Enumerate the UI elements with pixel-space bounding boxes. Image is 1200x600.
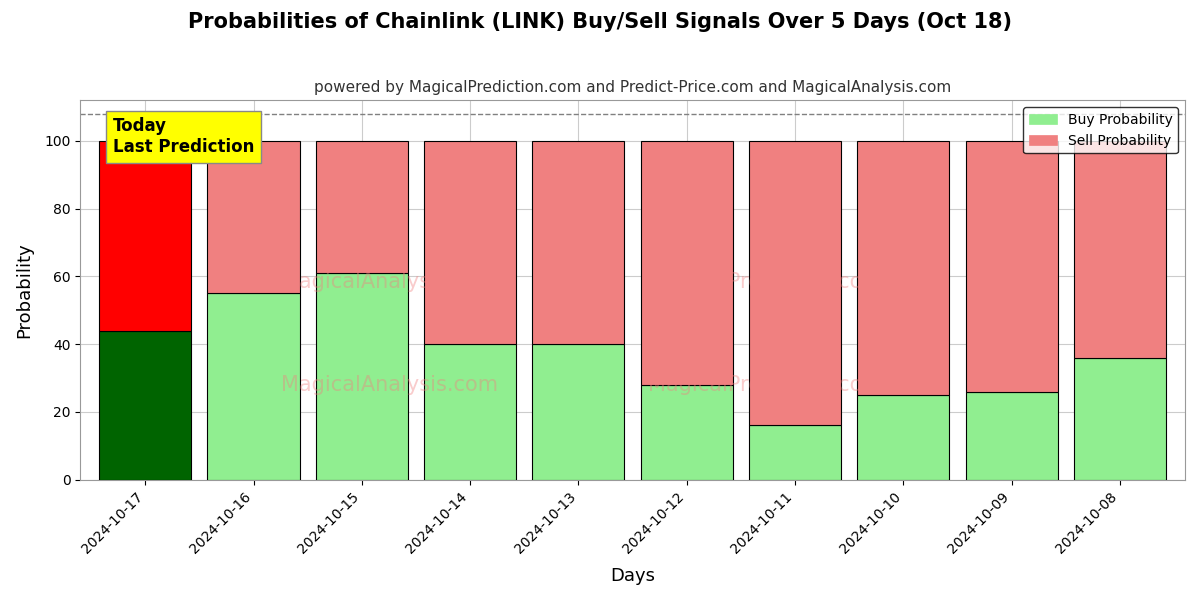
Bar [100,331,191,479]
Text: MagicalPrediction.com: MagicalPrediction.com [648,272,882,292]
Bar [533,344,624,479]
Bar [424,141,516,344]
Title: powered by MagicalPrediction.com and Predict-Price.com and MagicalAnalysis.com: powered by MagicalPrediction.com and Pre… [314,80,952,95]
Bar [424,344,516,479]
Bar [857,395,949,479]
Legend: Buy Probability, Sell Probability: Buy Probability, Sell Probability [1024,107,1178,154]
Bar [857,141,949,395]
Text: MagicalAnalysis.com: MagicalAnalysis.com [281,272,498,292]
Bar [749,141,841,425]
Bar [966,141,1057,392]
X-axis label: Days: Days [610,567,655,585]
Text: Today
Last Prediction: Today Last Prediction [113,117,254,156]
Bar [749,425,841,479]
Text: MagicalPrediction.com: MagicalPrediction.com [648,375,882,395]
Bar [641,385,733,479]
Bar [316,141,408,273]
Bar [966,392,1057,479]
Bar [1074,141,1166,358]
Bar [208,141,300,293]
Y-axis label: Probability: Probability [14,242,32,338]
Bar [316,273,408,479]
Bar [1074,358,1166,479]
Bar [641,141,733,385]
Bar [533,141,624,344]
Text: Probabilities of Chainlink (LINK) Buy/Sell Signals Over 5 Days (Oct 18): Probabilities of Chainlink (LINK) Buy/Se… [188,12,1012,32]
Bar [100,141,191,331]
Bar [208,293,300,479]
Text: MagicalAnalysis.com: MagicalAnalysis.com [281,375,498,395]
